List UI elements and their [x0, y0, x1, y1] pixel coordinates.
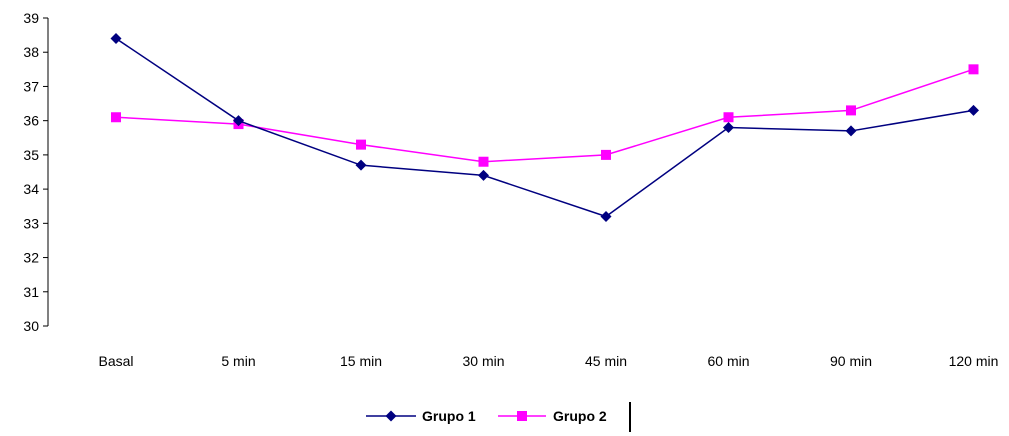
data-point	[233, 115, 244, 127]
series-line	[115, 68, 974, 163]
y-tick-label: 39	[23, 10, 39, 26]
series-0	[110, 33, 979, 222]
data-point	[600, 210, 612, 222]
data-point	[601, 149, 611, 160]
data-point	[968, 64, 979, 75]
legend: Grupo 1 Grupo 2	[366, 402, 631, 432]
y-tick-label: 36	[23, 113, 39, 129]
series-group	[110, 33, 979, 222]
data-point	[723, 122, 734, 134]
y-tick-label: 34	[23, 181, 39, 197]
y-tick-label: 31	[23, 284, 39, 300]
series-1	[111, 64, 979, 167]
x-tick-label: 30 min	[462, 353, 504, 369]
data-point	[968, 104, 979, 116]
data-point	[723, 112, 734, 123]
y-tick-label: 32	[23, 250, 39, 266]
x-tick-label: Basal	[98, 353, 133, 369]
legend-label: Grupo 2	[553, 408, 607, 424]
legend-entry-0: Grupo 1	[366, 408, 476, 424]
y-tick-label: 38	[23, 44, 39, 60]
x-tick-label: 5 min	[221, 353, 255, 369]
x-tick-label: 90 min	[830, 353, 872, 369]
y-tick-label: 33	[23, 215, 39, 231]
y-axis-ticks: 30 31 32 33 34 35 36 37 38 39	[23, 10, 48, 334]
data-point	[110, 33, 122, 45]
data-point	[846, 105, 856, 116]
data-point	[478, 169, 489, 181]
x-tick-label: 60 min	[707, 353, 749, 369]
x-tick-label: 120 min	[949, 353, 999, 369]
x-tick-label: 45 min	[585, 353, 627, 369]
x-axis-labels: Basal 5 min 15 min 30 min 45 min 60 min 90 min…	[98, 353, 998, 369]
data-point	[356, 139, 366, 150]
data-point	[355, 159, 367, 171]
series-line	[115, 37, 974, 218]
y-tick-label: 35	[23, 147, 39, 163]
legend-entry-1: Grupo 2	[498, 408, 607, 424]
data-point	[478, 156, 489, 167]
legend-label: Grupo 1	[422, 408, 476, 424]
legend-marker	[385, 410, 397, 422]
y-tick-label: 37	[23, 78, 39, 94]
data-point	[845, 125, 857, 137]
data-point	[111, 112, 121, 123]
plot-area: 30 31 32 33 34 35 36 37 38 39 Basal 5 min 15 min 30 …	[23, 10, 998, 369]
y-tick-label: 30	[23, 318, 39, 334]
legend-marker	[517, 411, 527, 421]
x-tick-label: 15 min	[340, 353, 382, 369]
